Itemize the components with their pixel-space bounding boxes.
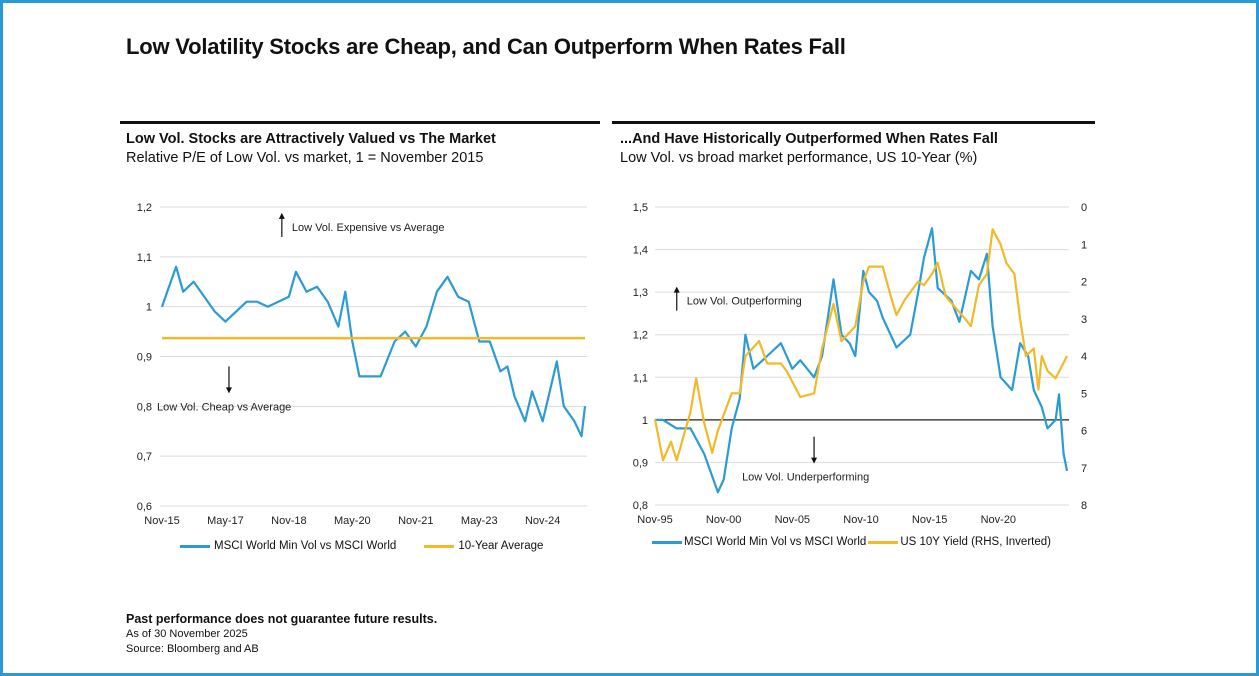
x-tick-label: Nov-24 [525, 515, 560, 527]
arrow-head-icon [811, 457, 818, 464]
right-legend: MSCI World Min Vol vs MSCI World US 10Y … [652, 536, 1051, 548]
x-tick-label: May-20 [334, 515, 371, 527]
left-chart-subtitle: Relative P/E of Low Vol. vs market, 1 = … [126, 150, 484, 166]
left-chart: 0,6 0,7 0,8 0,9 1 1,1 1,2 Nov-15 May-17 Nov-18 May… [137, 202, 587, 527]
y-tick-label: 0,9 [633, 457, 648, 469]
y2-tick-label: 7 [1081, 463, 1087, 475]
y2-tick-label: 1 [1081, 239, 1087, 251]
legend-label-min-vol: MSCI World Min Vol vs MSCI World [684, 536, 867, 548]
y2-tick-label: 3 [1081, 314, 1087, 326]
left-chart-title: Low Vol. Stocks are Attractively Valued … [126, 131, 496, 147]
left-panel-rule [120, 121, 600, 124]
annotation-label: Low Vol. Underperforming [742, 472, 869, 484]
source-note: Source: Bloomberg and AB [126, 643, 259, 655]
y-tick-label: 1 [642, 415, 648, 427]
y2-tick-label: 0 [1081, 202, 1087, 214]
y-tick-label: 0,7 [137, 451, 152, 463]
x-tick-label: Nov-15 [912, 514, 947, 526]
y-tick-label: 1,2 [633, 330, 648, 342]
left-legend: MSCI World Min Vol vs MSCI World 10-Year… [180, 540, 543, 552]
arrow-head-icon [278, 212, 285, 219]
y-tick-label: 0,8 [137, 401, 152, 413]
y2-tick-label: 6 [1081, 426, 1087, 438]
x-tick-label: Nov-21 [398, 515, 433, 527]
legend-swatch-yield [868, 540, 899, 544]
legend-label-min-vol: MSCI World Min Vol vs MSCI World [214, 540, 397, 552]
y-tick-label: 0,6 [137, 501, 152, 513]
disclaimer: Past performance does not guarantee futu… [126, 612, 438, 626]
x-tick-label: May-17 [207, 515, 244, 527]
y-tick-label: 1,3 [633, 287, 648, 299]
y2-tick-label: 5 [1081, 388, 1087, 400]
as-of-date: As of 30 November 2025 [126, 628, 248, 640]
series-line-min-vol [160, 265, 587, 438]
legend-swatch-average [424, 544, 455, 548]
x-tick-label: May-23 [461, 515, 498, 527]
x-tick-label: Nov-00 [706, 514, 741, 526]
x-tick-label: Nov-10 [843, 514, 878, 526]
y-tick-label: 1 [146, 302, 152, 314]
annotation-label: Low Vol. Expensive vs Average [292, 222, 445, 234]
y2-tick-label: 4 [1081, 351, 1087, 363]
right-panel-rule [612, 121, 1095, 124]
x-tick-label: Nov-95 [637, 514, 672, 526]
right-chart-title: ...And Have Historically Outperformed Wh… [620, 131, 998, 147]
legend-swatch-min-vol [652, 540, 682, 544]
y-tick-label: 1,4 [633, 245, 648, 257]
right-chart: 0,8 0,9 1 1,1 1,2 1,3 1,4 1,5 8 7 6 5 4 3 2 1 0 Nov-95 Nov… [633, 202, 1087, 526]
x-tick-label: Nov-18 [271, 515, 306, 527]
x-tick-label: Nov-20 [981, 514, 1016, 526]
x-tick-label: Nov-15 [144, 515, 179, 527]
series-line-us-10y-yield [653, 228, 1068, 462]
y2-tick-label: 2 [1081, 277, 1087, 289]
y-tick-label: 1,1 [137, 252, 152, 264]
arrow-head-icon [673, 286, 680, 293]
legend-label-average: 10-Year Average [458, 540, 544, 552]
y2-tick-label: 8 [1081, 500, 1087, 512]
legend-swatch-min-vol [180, 544, 210, 548]
y-tick-label: 1,1 [633, 372, 648, 384]
right-chart-subtitle: Low Vol. vs broad market performance, US… [620, 150, 978, 166]
annotation-label: Low Vol. Outperforming [687, 296, 802, 308]
x-tick-label: Nov-05 [775, 514, 810, 526]
annotation-label: Low Vol. Cheap vs Average [157, 401, 291, 413]
arrow-head-icon [225, 387, 232, 394]
legend-label-yield: US 10Y Yield (RHS, Inverted) [900, 536, 1051, 548]
y-tick-label: 1,2 [137, 202, 152, 214]
y-tick-label: 0,8 [633, 500, 648, 512]
y-tick-label: 0,9 [137, 352, 152, 364]
main-title: Low Volatility Stocks are Cheap, and Can… [126, 34, 846, 59]
series-line-min-vol [655, 227, 1069, 494]
y-tick-label: 1,5 [633, 202, 648, 214]
